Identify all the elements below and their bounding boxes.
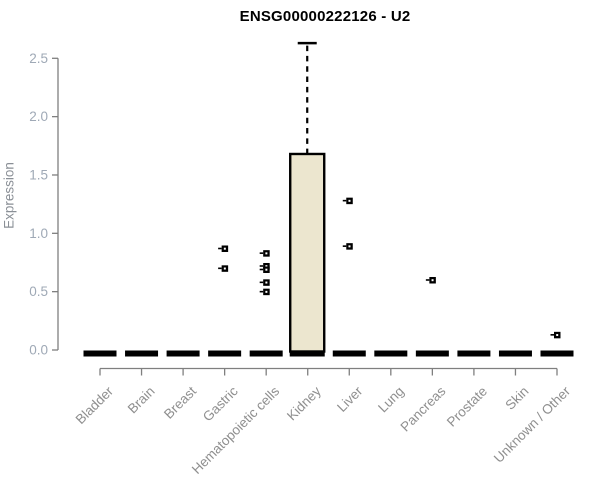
x-tick-label-kidney: Kidney: [284, 383, 324, 423]
y-tick-label: 0.5: [29, 284, 48, 299]
outlier-point-center: [348, 199, 351, 202]
x-tick-label-liver: Liver: [334, 383, 366, 415]
x-tick-label-prostate: Prostate: [444, 384, 490, 430]
collapsed-box-bar: [166, 350, 200, 357]
outlier-point-center: [265, 268, 268, 271]
outlier-point-center: [348, 245, 351, 248]
x-tick-label-breast: Breast: [161, 383, 199, 421]
outlier-point-center: [223, 267, 226, 270]
outlier-point-center: [223, 247, 226, 250]
collapsed-box-bar: [208, 350, 242, 357]
x-tick-label-unknown-other: Unknown / Other: [491, 383, 574, 466]
outlier-point-center: [265, 281, 268, 284]
outlier-point-center: [556, 334, 559, 337]
x-tick-label-gastric: Gastric: [200, 383, 241, 424]
x-tick-label-pancreas: Pancreas: [398, 383, 449, 434]
y-axis-title: Expression: [1, 162, 17, 229]
y-tick-label: 2.5: [29, 51, 48, 66]
collapsed-box-bar: [125, 350, 159, 357]
chart-title: ENSG00000222126 - U2: [239, 8, 411, 25]
collapsed-box-bar: [457, 350, 491, 357]
y-tick-label: 1.5: [29, 167, 48, 182]
x-tick-label-brain: Brain: [125, 384, 158, 417]
x-tick-label-skin: Skin: [502, 384, 531, 413]
collapsed-box-bar: [332, 350, 366, 357]
collapsed-box-bar: [498, 350, 532, 357]
outlier-point-center: [431, 279, 434, 282]
median-bar: [289, 350, 325, 357]
collapsed-box-bar: [249, 350, 283, 357]
y-tick-label: 1.0: [29, 226, 48, 241]
collapsed-box-bar: [415, 350, 449, 357]
x-tick-label-lung: Lung: [375, 384, 407, 416]
y-tick-label: 0.0: [29, 343, 48, 358]
collapsed-box-bar: [83, 350, 117, 357]
x-tick-label-bladder: Bladder: [73, 383, 117, 427]
y-tick-label: 2.0: [29, 109, 48, 124]
box-body: [289, 152, 326, 353]
collapsed-box-bar: [540, 350, 574, 357]
outlier-point-center: [265, 290, 268, 293]
outlier-point-center: [265, 252, 268, 255]
outlier-point-center: [265, 265, 268, 268]
collapsed-box-bar: [374, 350, 408, 357]
